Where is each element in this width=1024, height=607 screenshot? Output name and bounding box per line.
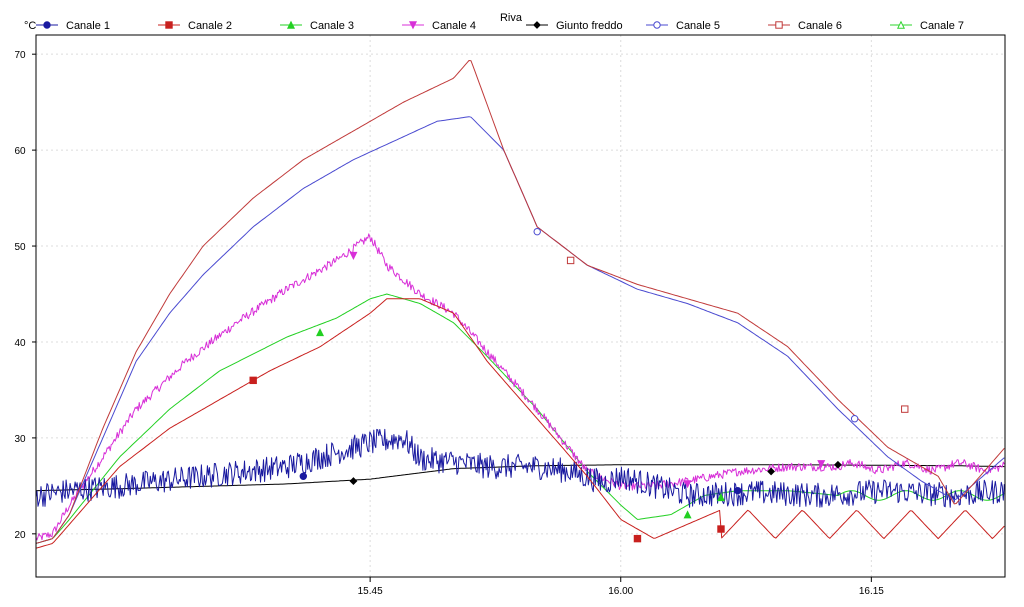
- series-point-canale-2: [249, 376, 257, 385]
- y-tick-label: 60: [14, 146, 26, 157]
- legend-marker: [653, 21, 661, 29]
- legend-label: Canale 2: [188, 20, 232, 32]
- series-point-canale-4: [349, 251, 358, 260]
- legend-item-canale-1: Canale 1: [36, 20, 110, 32]
- series-line-canale-4: [35, 233, 1005, 541]
- y-tick-label: 50: [14, 242, 26, 253]
- grid-lines: [36, 35, 1005, 577]
- legend-marker: [896, 20, 906, 29]
- series-point-canale-6: [566, 256, 575, 265]
- series-point-canale-2: [717, 525, 725, 533]
- legend-item-giunto-freddo: Giunto freddo: [526, 20, 623, 32]
- legend-marker: [165, 21, 173, 29]
- y-tick-label: 30: [14, 434, 26, 445]
- legend-marker: [533, 21, 541, 29]
- series-point-canale-5: [533, 227, 541, 236]
- legend-item-canale-6: Canale 6: [768, 20, 842, 32]
- legend-label: Giunto freddo: [556, 20, 623, 32]
- x-tick-label: 15.45: [358, 586, 383, 597]
- series-point-canale-4: [683, 480, 692, 489]
- chart-title: Riva: [500, 12, 523, 24]
- series-line-canale-2: [35, 298, 1005, 549]
- series-point-canale-3: [683, 510, 692, 519]
- legend-item-canale-5: Canale 5: [646, 20, 720, 32]
- legend-label: Canale 7: [920, 20, 964, 32]
- legend-item-canale-7: Canale 7: [890, 20, 964, 32]
- series-point-canale-6: [901, 405, 909, 413]
- series-line-canale-3: [35, 293, 1005, 544]
- legend-label: Canale 4: [432, 20, 476, 32]
- y-tick-label: 70: [14, 50, 26, 61]
- y-tick-label: 40: [14, 338, 26, 349]
- series-lines: [35, 60, 1005, 549]
- series-point-canale-4: [817, 460, 826, 469]
- series-point-canale-5: [850, 415, 859, 423]
- y-axis-unit-label: °C: [24, 20, 36, 32]
- x-tick-label: 16.00: [608, 586, 633, 597]
- series-markers: [249, 227, 909, 543]
- x-tick-label: 16.15: [859, 586, 884, 597]
- legend-label: Canale 1: [66, 20, 110, 32]
- series-point-canale-1: [733, 486, 742, 495]
- legend-label: Canale 6: [798, 20, 842, 32]
- series-line-canale-1: [35, 428, 1005, 508]
- series-point-canale-2: [633, 534, 642, 543]
- legend-marker: [286, 20, 296, 29]
- legend-label: Canale 5: [676, 20, 720, 32]
- legend-marker: [408, 21, 418, 30]
- legend-item-canale-2: Canale 2: [158, 20, 232, 32]
- series-line-giunto-freddo: [35, 464, 1005, 492]
- legend-marker: [775, 21, 783, 29]
- legend-label: Canale 3: [310, 20, 354, 32]
- x-axis-ticks: 15.45 16.00 16.15: [358, 577, 884, 597]
- series-point-giunto-freddo: [349, 477, 358, 485]
- series-point-canale-3: [716, 493, 725, 502]
- y-axis-ticks: 20 30 40 50 60 70: [14, 50, 36, 541]
- series-point-giunto-freddo: [767, 467, 776, 476]
- plot-frame: [35, 34, 1006, 578]
- series-line-canale-6: [35, 60, 1005, 544]
- legend: Canale 1 Canale 2 Canale 3 Canale 4 Giunto f…: [36, 20, 964, 32]
- series-line-canale-5: [35, 116, 1005, 544]
- series-point-canale-1: [299, 472, 308, 480]
- series-point-giunto-freddo: [834, 460, 842, 469]
- legend-item-canale-4: Canale 4: [402, 20, 476, 32]
- series-point-canale-3: [316, 328, 325, 337]
- legend-item-canale-3: Canale 3: [280, 20, 354, 32]
- y-tick-label: 20: [14, 530, 26, 541]
- legend-marker: [43, 21, 51, 29]
